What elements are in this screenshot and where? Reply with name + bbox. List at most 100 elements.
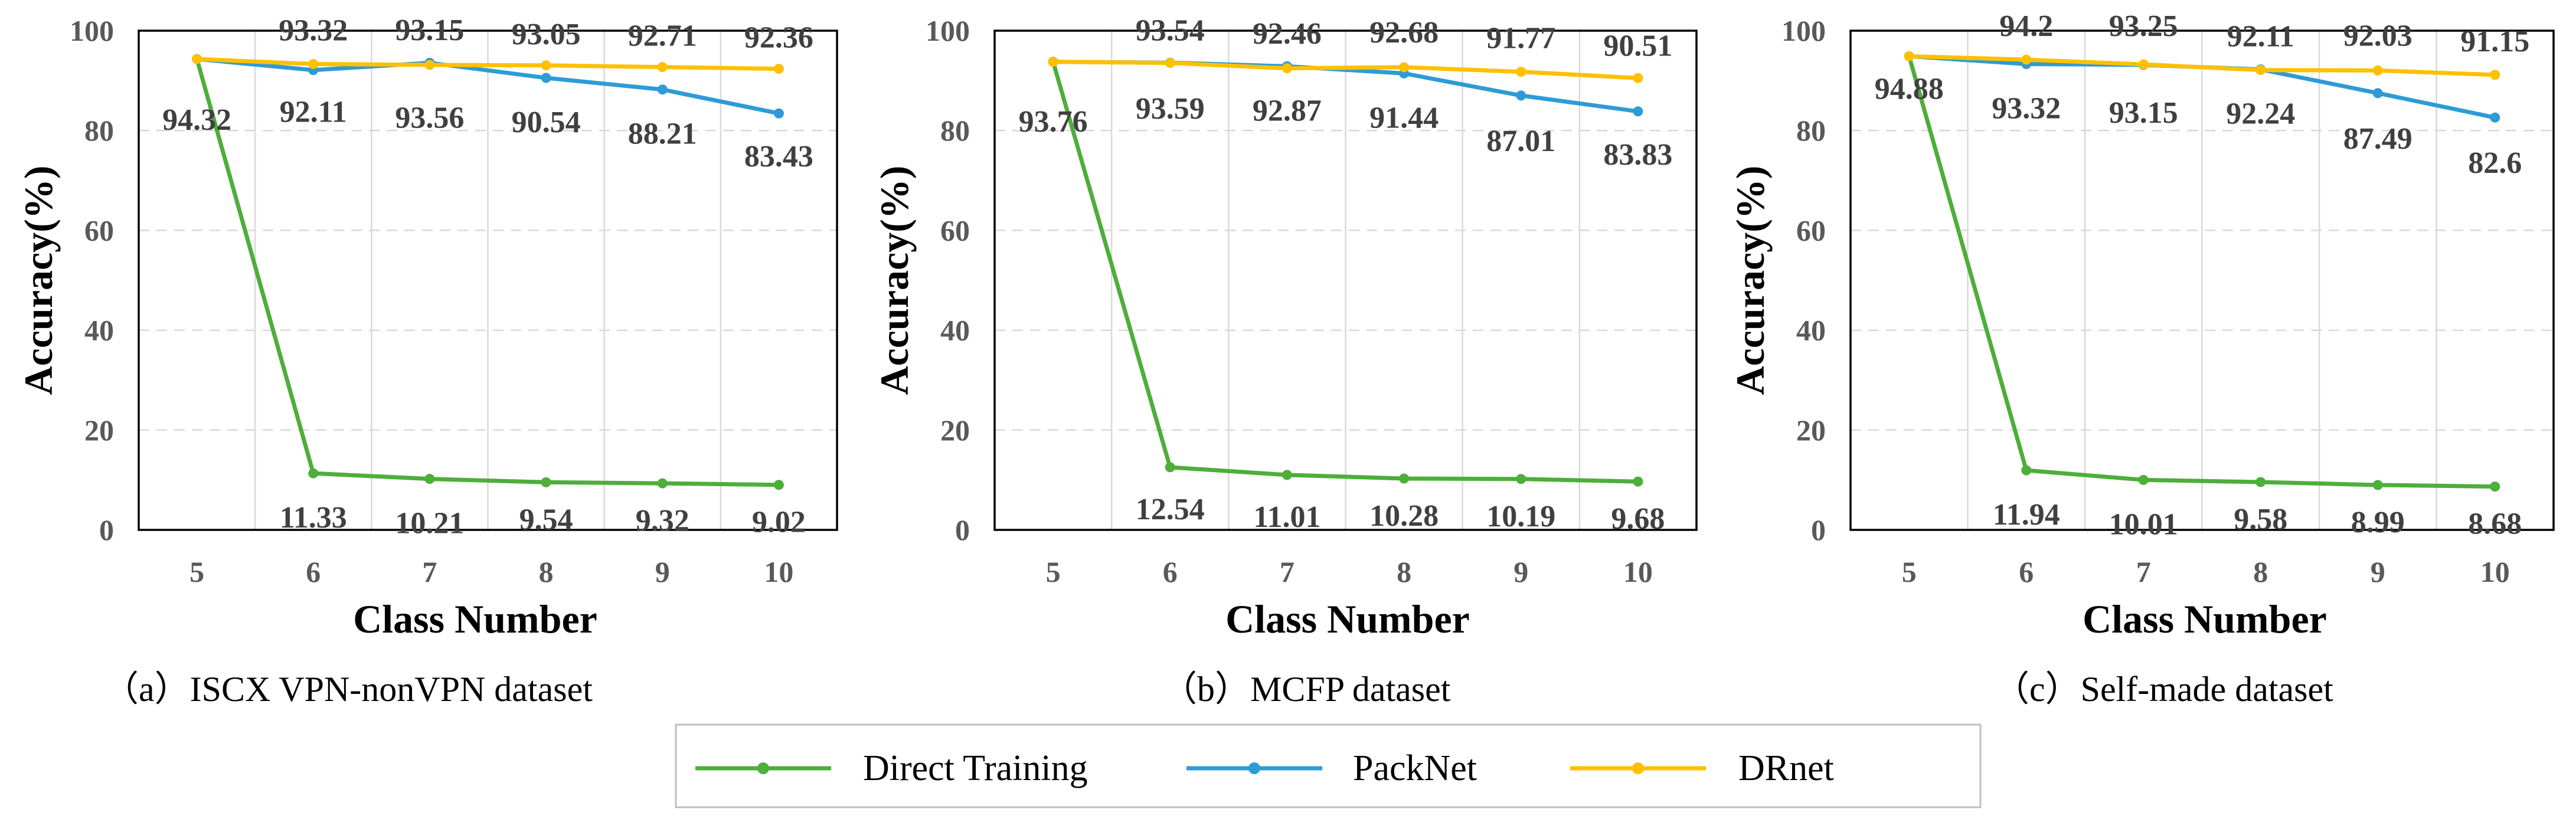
x-tick-label: 9 (1513, 555, 1528, 588)
data-label-packnet: 87.49 (2343, 122, 2412, 156)
legend: Direct Training PackNet DRnet (675, 723, 1982, 808)
data-point-drnet (1904, 51, 1914, 61)
data-point-drnet (2255, 65, 2266, 76)
data-label-packnet: 92.87 (1253, 94, 1322, 127)
y-tick-label: 20 (84, 414, 114, 447)
data-label-direct-training: 94.32 (162, 103, 231, 137)
series-line-direct-training (1051, 60, 1640, 484)
data-point-direct-training (2138, 474, 2149, 485)
data-label-direct-training: 94.88 (1875, 72, 1944, 106)
data-label-direct-training: 8.68 (2468, 507, 2522, 541)
data-label-direct-training: 9.58 (2234, 503, 2287, 536)
series-line-direct-training (195, 57, 781, 487)
data-point-drnet (192, 54, 202, 64)
data-point-drnet (1282, 63, 1292, 74)
legend-frame (675, 723, 1982, 808)
y-tick-label: 80 (84, 114, 114, 147)
legend-marker (757, 762, 769, 774)
data-label-direct-training: 9.32 (636, 504, 689, 538)
data-point-drnet (2138, 59, 2149, 70)
data-point-direct-training (2021, 465, 2032, 476)
chart-panel-1: 0 20 40 60 80 100 5 6 7 8 9 10 Class Number Accuracy(… (16, 14, 838, 709)
data-point-direct-training (2490, 481, 2500, 492)
data-label-drnet: 90.51 (1603, 29, 1672, 63)
data-label-packnet: 83.83 (1603, 138, 1672, 172)
data-label-drnet: 94.2 (1999, 9, 2053, 43)
data-point-direct-training (541, 477, 551, 487)
data-label-packnet: 90.54 (512, 106, 581, 139)
x-tick-label: 10 (764, 555, 793, 588)
y-tick-label: 0 (955, 513, 970, 546)
data-point-drnet (1633, 73, 1643, 83)
x-tick-label: 9 (655, 555, 670, 588)
y-tick-label: 40 (1796, 314, 1826, 347)
data-label-drnet: 91.15 (2460, 25, 2529, 58)
data-point-direct-training (2255, 477, 2266, 487)
chart-caption: （a）ISCX VPN-nonVPN dataset (103, 670, 593, 709)
y-tick-label: 60 (1796, 214, 1826, 247)
series-line-direct-training (1907, 54, 2497, 489)
data-point-direct-training (1516, 474, 1526, 484)
data-point-direct-training (657, 478, 668, 489)
legend-item-packnet: PackNet (1186, 748, 1477, 788)
y-tick-label: 60 (84, 214, 114, 247)
data-label-drnet: 93.05 (512, 18, 581, 51)
y-tick-label: 40 (84, 314, 114, 347)
data-label-packnet: 93.32 (1992, 92, 2061, 126)
data-label-direct-training: 8.99 (2351, 506, 2405, 539)
data-label-packnet: 88.21 (628, 117, 697, 151)
data-label-packnet: 93.15 (2109, 96, 2178, 130)
data-point-direct-training (1282, 470, 1292, 480)
series-line-drnet (1051, 60, 1640, 80)
legend-item-drnet: DRnet (1570, 748, 1834, 788)
x-tick-label: 5 (1046, 555, 1061, 588)
y-tick-label: 100 (926, 14, 970, 47)
data-label-direct-training: 9.54 (519, 503, 573, 536)
plot-frame (993, 30, 1698, 531)
data-label-direct-training: 9.02 (752, 506, 806, 539)
data-point-direct-training (1165, 462, 1175, 473)
x-tick-label: 7 (422, 555, 437, 588)
y-tick-label: 0 (1811, 513, 1826, 546)
data-label-drnet: 92.68 (1369, 16, 1439, 50)
data-label-drnet: 92.46 (1253, 17, 1322, 51)
data-label-drnet: 93.15 (395, 14, 464, 47)
y-axis-title: Accuracy(%) (16, 166, 61, 395)
data-point-packnet (1516, 90, 1526, 101)
legend-label: DRnet (1738, 748, 1834, 788)
data-label-drnet: 93.25 (2109, 9, 2178, 43)
data-point-drnet (424, 60, 435, 70)
series-line-drnet (1907, 54, 2497, 77)
data-label-drnet: 92.71 (628, 19, 697, 53)
data-label-drnet: 92.36 (744, 21, 813, 55)
series-line-drnet (195, 57, 781, 71)
y-axis-title: Accuracy(%) (872, 166, 917, 395)
x-tick-label: 10 (1623, 555, 1653, 588)
data-point-drnet (1165, 58, 1175, 68)
legend-marker (1632, 762, 1644, 774)
plot-frame (138, 30, 838, 531)
y-tick-label: 20 (940, 414, 970, 447)
chart-caption: （c）Self-made dataset (1994, 670, 2333, 709)
data-label-drnet: 93.32 (279, 14, 348, 48)
data-label-packnet: 92.11 (280, 96, 347, 129)
data-label-direct-training: 12.54 (1136, 493, 1205, 526)
x-tick-label: 8 (1397, 555, 1411, 588)
data-label-packnet: 93.59 (1136, 92, 1205, 126)
legend-item-direct-training: Direct Training (695, 748, 1088, 788)
x-tick-label: 7 (2136, 555, 2151, 588)
x-axis-title: Class Number (2083, 597, 2327, 641)
data-label-drnet: 92.03 (2343, 19, 2412, 53)
data-point-packnet (773, 108, 784, 119)
data-label-direct-training: 93.76 (1019, 105, 1088, 139)
data-label-packnet: 82.6 (2468, 146, 2522, 180)
legend-marker (1248, 762, 1260, 774)
data-point-drnet (657, 62, 668, 73)
data-point-drnet (2372, 65, 2383, 76)
x-tick-label: 5 (1902, 555, 1917, 588)
data-point-drnet (2021, 54, 2032, 65)
data-point-direct-training (773, 480, 784, 490)
data-label-direct-training: 9.68 (1611, 502, 1665, 536)
data-point-packnet (657, 84, 668, 95)
data-label-direct-training: 10.01 (2109, 507, 2178, 541)
